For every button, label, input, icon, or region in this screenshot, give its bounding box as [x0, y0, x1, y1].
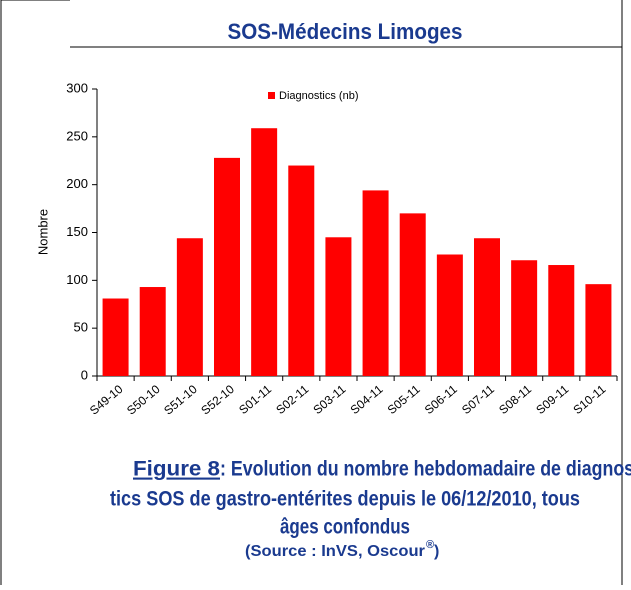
x-tick-label: S05-11 [385, 382, 423, 417]
x-tick-label: S09-11 [533, 382, 571, 417]
caption-line: âges confondus [280, 516, 410, 539]
y-tick-label: 50 [74, 320, 88, 335]
y-tick-label: 100 [66, 272, 88, 287]
y-tick-label: 250 [66, 128, 88, 143]
x-tick-label: S52-10 [198, 382, 237, 418]
bar [176, 238, 203, 376]
bar [102, 298, 129, 376]
bar [436, 254, 463, 376]
y-tick-label: 150 [66, 224, 88, 239]
bar [139, 287, 166, 376]
caption-line: tics SOS de gastro-entérites depuis le 0… [110, 488, 580, 511]
bar [585, 284, 612, 376]
bar [251, 128, 278, 376]
bar [214, 157, 240, 376]
bar [362, 190, 389, 376]
y-tick-label: 200 [66, 176, 88, 191]
header-title: SOS-Médecins Limoges [228, 19, 463, 44]
plot: 0 50 100 150 200 250 300 S49-10S50-10S51-10S52-… [66, 80, 618, 418]
bar [325, 237, 352, 376]
x-tick-label: S07-11 [459, 382, 497, 417]
x-tick-label: S51-10 [161, 382, 200, 418]
caption-line: : Evolution du nombre hebdomadaire de di… [220, 458, 631, 481]
x-tick-label: S03-11 [310, 382, 348, 417]
legend-swatch [268, 92, 275, 99]
x-tick-label: S02-11 [273, 382, 311, 417]
x-tick-label: S01-11 [236, 382, 274, 417]
x-tick-label: S06-11 [422, 382, 460, 417]
bar [548, 265, 575, 376]
x-tick-label: S08-11 [496, 382, 534, 417]
bar [474, 238, 500, 376]
bar [511, 260, 538, 376]
caption-label: Figure 8 [133, 458, 220, 481]
y-axis-label: Nombre [35, 209, 50, 255]
legend-label: Diagnostics (nb) [279, 90, 358, 102]
y-tick-label: 0 [81, 367, 88, 382]
y-tick-label: 300 [66, 80, 88, 95]
x-tick-label: S50-10 [124, 382, 163, 418]
caption-source-end: ) [434, 543, 439, 560]
bar [288, 165, 315, 376]
caption-source: (Source : InVS, Oscour [245, 543, 425, 560]
x-tick-label: S04-11 [348, 382, 386, 417]
x-tick-label: S10-11 [570, 382, 608, 417]
bar [399, 213, 426, 376]
caption-source-mark: ® [426, 539, 434, 551]
x-tick-label: S49-10 [87, 382, 126, 418]
